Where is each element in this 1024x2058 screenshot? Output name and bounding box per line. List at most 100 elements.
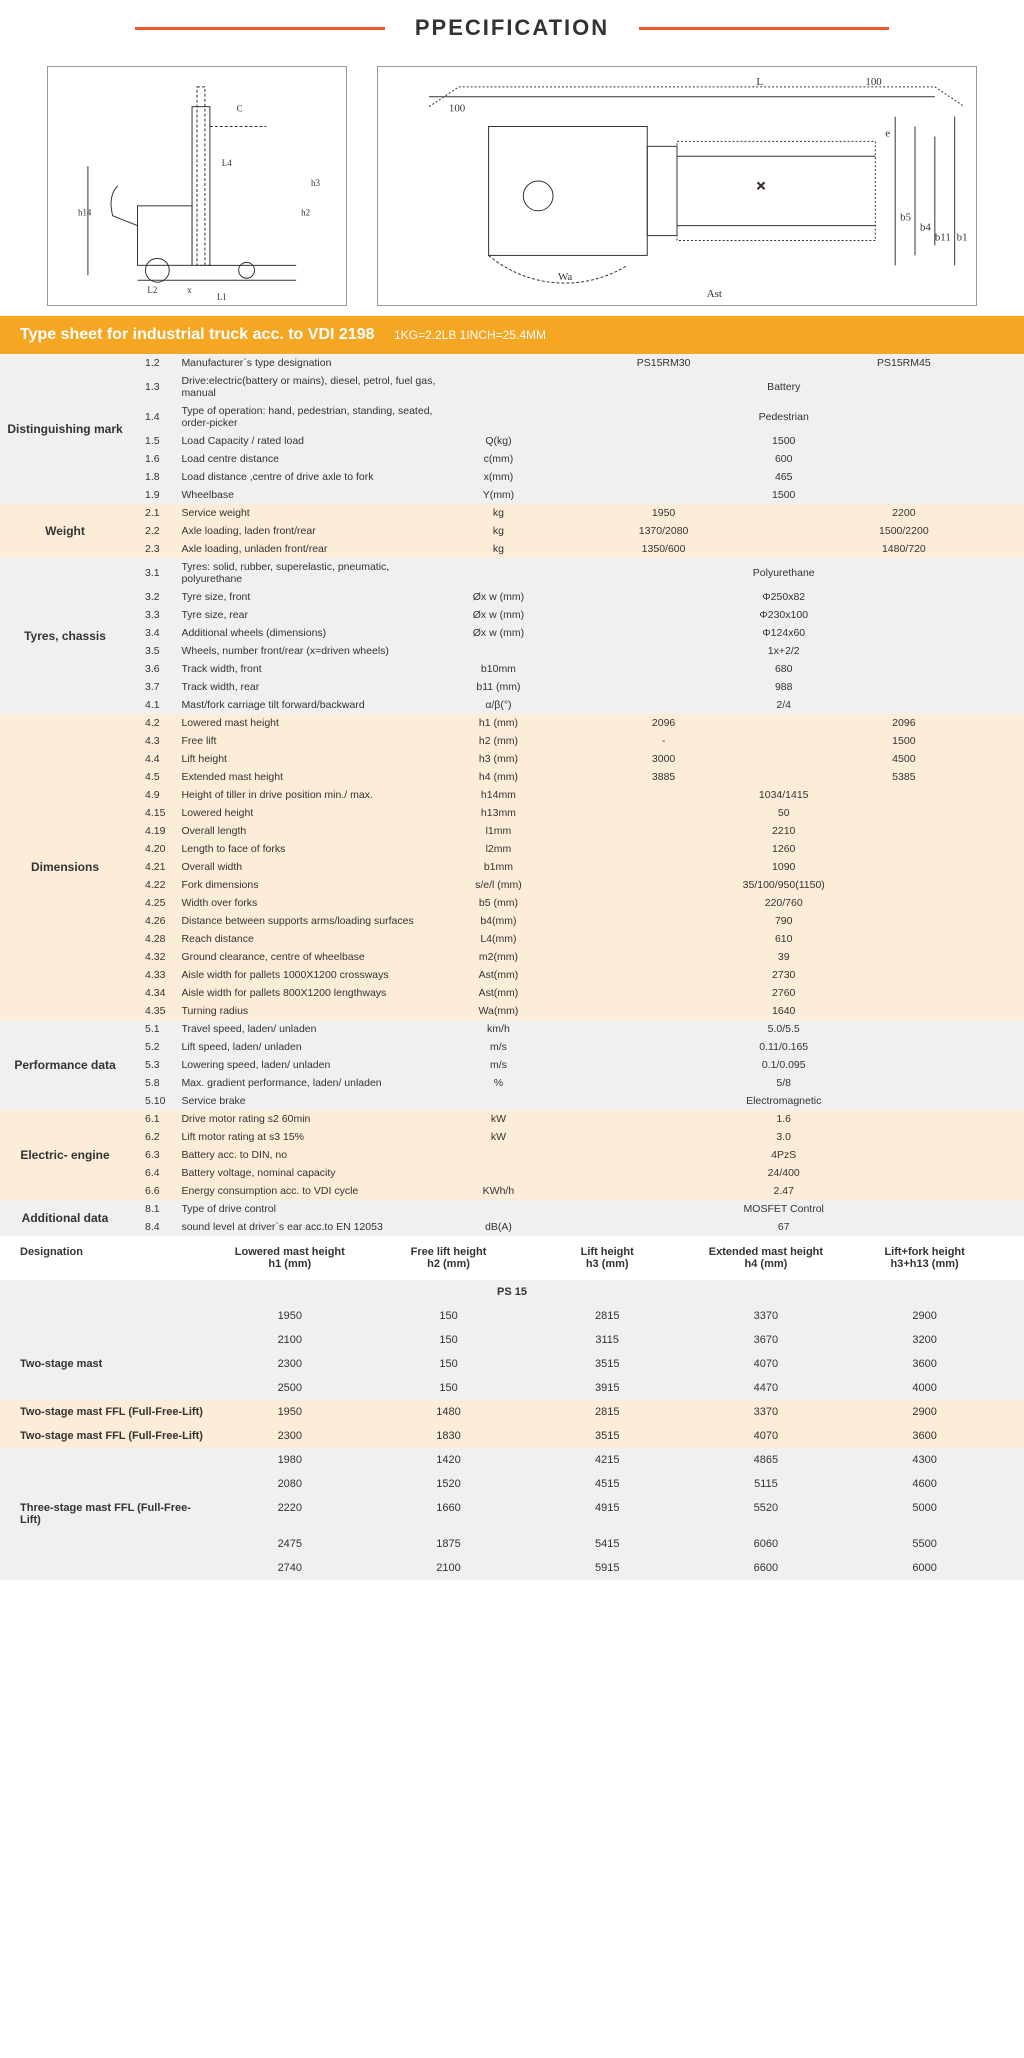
row-value: 2210 (543, 822, 1024, 840)
row-num: 1.8 (130, 468, 173, 486)
mast-row: 1950150281533702900 (0, 1304, 1024, 1328)
row-unit: Ast(mm) (453, 966, 543, 984)
row-num: 2.3 (130, 540, 173, 558)
mast-row: Two-stage mast FFL (Full-Free-Lift)19501… (0, 1400, 1024, 1424)
row-num: 5.1 (130, 1020, 173, 1038)
row-desc: Lift motor rating at s3 15% (173, 1128, 453, 1146)
svg-text:100: 100 (865, 76, 882, 88)
row-value: PS15RM30 (543, 354, 783, 372)
mast-cell: 3915 (528, 1382, 687, 1394)
svg-text:h2: h2 (301, 208, 310, 218)
spec-row: 4.22Fork dimensionss/e/l (mm)35/100/950(… (0, 876, 1024, 894)
row-unit: % (453, 1074, 543, 1092)
row-desc: Overall length (173, 822, 453, 840)
row-desc: Type of operation: hand, pedestrian, sta… (173, 402, 453, 432)
row-value: 2096 (543, 714, 783, 732)
row-value: 1500/2200 (784, 522, 1024, 540)
mast-row-label (20, 1454, 210, 1466)
row-value: 2096 (784, 714, 1024, 732)
mast-row-label (20, 1538, 210, 1550)
row-value: 39 (543, 948, 1024, 966)
row-num: 4.15 (130, 804, 173, 822)
svg-text:L2: L2 (147, 285, 157, 295)
row-num: 3.7 (130, 678, 173, 696)
spec-row: 4.15Lowered heighth13mm50 (0, 804, 1024, 822)
row-num: 8.1 (130, 1200, 173, 1218)
row-unit: b4(mm) (453, 912, 543, 930)
row-desc: Wheels, number front/rear (x=driven whee… (173, 642, 453, 660)
mast-cell: 2220 (210, 1502, 369, 1526)
row-value: 3000 (543, 750, 783, 768)
row-num: 4.32 (130, 948, 173, 966)
row-desc: Drive:electric(battery or mains), diesel… (173, 372, 453, 402)
mast-cell: 2300 (210, 1358, 369, 1370)
spec-row: 1.3Drive:electric(battery or mains), die… (0, 372, 1024, 402)
spec-row: 4.5Extended mast heighth4 (mm)38855385 (0, 768, 1024, 786)
row-unit (453, 1146, 543, 1164)
spec-row: 3.6Track width, frontb10mm680 (0, 660, 1024, 678)
page-title: PPECIFICATION (415, 15, 609, 41)
mast-cell: 5520 (687, 1502, 846, 1526)
mast-cell: 2900 (845, 1406, 1004, 1418)
row-value: 5/8 (543, 1074, 1024, 1092)
mast-row-label: Two-stage mast FFL (Full-Free-Lift) (20, 1406, 210, 1418)
row-num: 2.2 (130, 522, 173, 540)
row-value: 1090 (543, 858, 1024, 876)
row-value: 1350/600 (543, 540, 783, 558)
mast-header-cell: Lowered mast heighth1 (mm) (210, 1246, 369, 1270)
row-num: 1.3 (130, 372, 173, 402)
svg-text:L4: L4 (222, 158, 232, 168)
row-desc: Travel speed, laden/ unladen (173, 1020, 453, 1038)
row-desc: Battery voltage, nominal capacity (173, 1164, 453, 1182)
row-value: 24/400 (543, 1164, 1024, 1182)
row-unit: h13mm (453, 804, 543, 822)
row-value: 610 (543, 930, 1024, 948)
row-value: 3.0 (543, 1128, 1024, 1146)
mast-header-cell: Designation (20, 1246, 210, 1270)
row-num: 3.5 (130, 642, 173, 660)
row-num: 4.19 (130, 822, 173, 840)
row-unit: KWh/h (453, 1182, 543, 1200)
section-label: Tyres, chassis (0, 558, 130, 714)
row-desc: Aisle width for pallets 800X1200 lengthw… (173, 984, 453, 1002)
row-unit: b10mm (453, 660, 543, 678)
mast-cell: 4215 (528, 1454, 687, 1466)
row-num: 5.8 (130, 1074, 173, 1092)
row-desc: Free lift (173, 732, 453, 750)
row-unit: Ast(mm) (453, 984, 543, 1002)
row-desc: Drive motor rating s2 60min (173, 1110, 453, 1128)
row-desc: Track width, front (173, 660, 453, 678)
mast-section: Two-stage mast FFL (Full-Free-Lift)19501… (0, 1400, 1024, 1448)
row-desc: Tyre size, front (173, 588, 453, 606)
mast-header-cell: Extended mast heighth4 (mm) (687, 1246, 846, 1270)
mast-cell: 4300 (845, 1454, 1004, 1466)
mast-cell: 3370 (687, 1406, 846, 1418)
row-unit: Wa(mm) (453, 1002, 543, 1020)
row-desc: Distance between supports arms/loading s… (173, 912, 453, 930)
mast-header-cell: Lift+fork heighth3+h13 (mm) (845, 1246, 1004, 1270)
mast-header-cell: Lift heighth3 (mm) (528, 1246, 687, 1270)
mast-cell: 150 (369, 1310, 528, 1322)
row-unit: α/β(°) (453, 696, 543, 714)
row-num: 4.34 (130, 984, 173, 1002)
spec-row: 4.34Aisle width for pallets 800X1200 len… (0, 984, 1024, 1002)
row-value: 988 (543, 678, 1024, 696)
row-unit: Øx w (mm) (453, 606, 543, 624)
mast-cell: 1520 (369, 1478, 528, 1490)
row-unit (453, 354, 543, 372)
row-num: 1.9 (130, 486, 173, 504)
spec-row: 6.6Energy consumption acc. to VDI cycleK… (0, 1182, 1024, 1200)
row-desc: Track width, rear (173, 678, 453, 696)
mast-cell: 3115 (528, 1334, 687, 1346)
row-value: 1.6 (543, 1110, 1024, 1128)
row-value: 1640 (543, 1002, 1024, 1020)
mast-cell: 2100 (369, 1562, 528, 1574)
mast-cell: 3370 (687, 1310, 846, 1322)
spec-row: 5.3Lowering speed, laden/ unladenm/s0.1/… (0, 1056, 1024, 1074)
row-desc: Max. gradient performance, laden/ unlade… (173, 1074, 453, 1092)
spec-row: Electric- engine6.1Drive motor rating s2… (0, 1110, 1024, 1128)
row-desc: Axle loading, unladen front/rear (173, 540, 453, 558)
diagram-row: CL4 h3h2 h14L2 xL1 × (0, 56, 1024, 316)
spec-row: 4.32Ground clearance, centre of wheelbas… (0, 948, 1024, 966)
row-value: 1x+2/2 (543, 642, 1024, 660)
